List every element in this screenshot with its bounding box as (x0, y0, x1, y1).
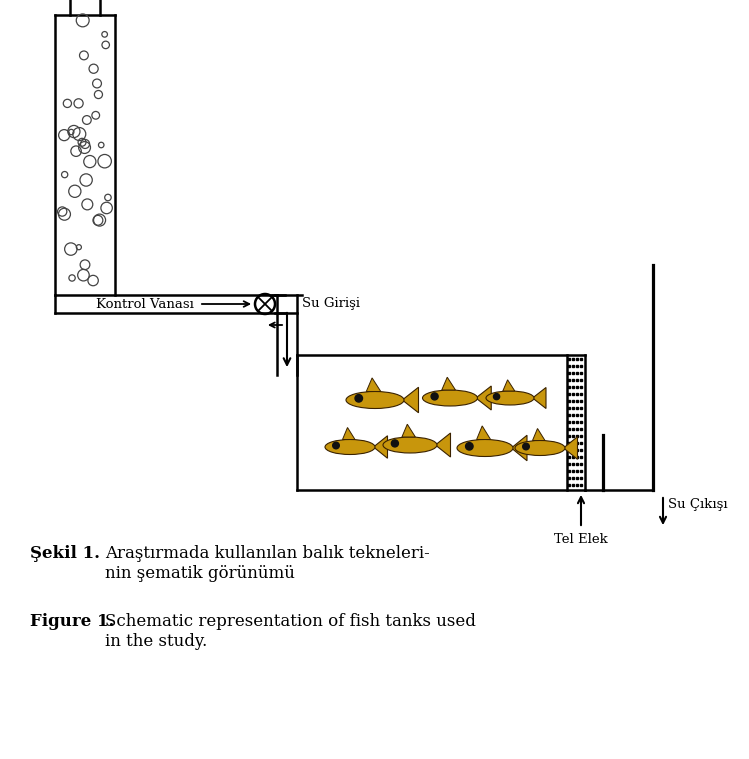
Polygon shape (374, 436, 387, 458)
Circle shape (333, 442, 339, 449)
Polygon shape (342, 427, 355, 439)
Polygon shape (402, 424, 416, 437)
Circle shape (392, 440, 398, 447)
Ellipse shape (515, 440, 565, 455)
Polygon shape (533, 429, 545, 440)
Text: Su Girişi: Su Girişi (302, 297, 360, 310)
Circle shape (494, 393, 500, 400)
Text: Şekil 1.: Şekil 1. (30, 545, 100, 562)
Circle shape (466, 442, 473, 450)
Polygon shape (442, 377, 455, 390)
Text: Araştırmada kullanılan balık tekneleri-
nin şematik görünümü: Araştırmada kullanılan balık tekneleri- … (105, 545, 430, 581)
Text: Su Çıkışı: Su Çıkışı (668, 498, 727, 511)
Polygon shape (435, 433, 450, 457)
Ellipse shape (346, 392, 404, 408)
Polygon shape (533, 388, 546, 408)
Ellipse shape (422, 390, 478, 406)
Text: Kontrol Vanası: Kontrol Vanası (96, 298, 194, 310)
Circle shape (523, 443, 530, 450)
Ellipse shape (486, 391, 534, 405)
Polygon shape (476, 426, 491, 439)
Ellipse shape (383, 437, 437, 453)
Polygon shape (503, 380, 515, 391)
Polygon shape (366, 378, 380, 392)
Ellipse shape (457, 439, 513, 456)
Text: Schematic representation of fish tanks used
in the study.: Schematic representation of fish tanks u… (105, 613, 476, 650)
Polygon shape (476, 386, 491, 410)
Polygon shape (512, 435, 527, 461)
Polygon shape (402, 387, 419, 413)
Circle shape (431, 393, 438, 400)
Ellipse shape (325, 439, 375, 455)
Circle shape (355, 395, 363, 402)
Text: Figure 1.: Figure 1. (30, 613, 115, 630)
Text: Tel Elek: Tel Elek (554, 533, 608, 546)
Polygon shape (563, 436, 577, 459)
